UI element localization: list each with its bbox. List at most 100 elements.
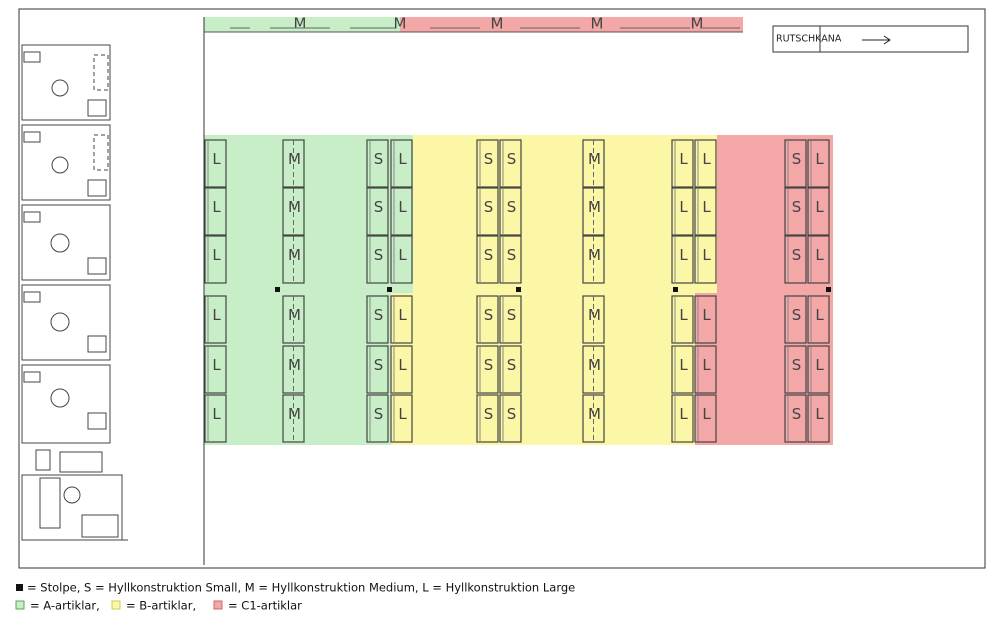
shelf <box>694 394 717 443</box>
shelf-label: L <box>679 198 688 216</box>
shelf <box>499 345 522 394</box>
shelf <box>784 345 807 394</box>
shelf <box>671 295 694 344</box>
shelf <box>476 345 499 394</box>
shelf-label: M <box>288 198 301 216</box>
shelf <box>366 139 389 188</box>
shelf-label: S <box>374 198 384 216</box>
shelf-label: M <box>288 150 301 168</box>
shelf-label: S <box>792 198 802 216</box>
shelf <box>499 394 522 443</box>
shelf-label: M <box>288 405 301 423</box>
legend-post <box>16 584 23 591</box>
shelf-label: S <box>374 246 384 264</box>
shelf <box>476 394 499 443</box>
shelf <box>784 394 807 443</box>
shelf <box>671 394 694 443</box>
post <box>516 287 521 292</box>
shelf-label: L <box>702 150 711 168</box>
shelf-label: L <box>398 198 407 216</box>
shelf <box>784 187 807 236</box>
shelf <box>694 295 717 344</box>
legend-text: = A-artiklar, <box>30 599 100 613</box>
shelf <box>476 187 499 236</box>
zone-a <box>204 135 413 445</box>
shelf <box>390 139 413 188</box>
shelf <box>204 394 227 443</box>
shelf-label: L <box>702 306 711 324</box>
shelf <box>499 187 522 236</box>
shelf-label: L <box>212 405 221 423</box>
shelf <box>499 235 522 284</box>
shelf-label: S <box>792 405 802 423</box>
shelf-label: S <box>507 150 517 168</box>
shelf-label: L <box>815 306 824 324</box>
shelf <box>807 235 830 284</box>
shelf <box>807 295 830 344</box>
legend-swatch <box>213 600 223 610</box>
chute-box <box>772 25 969 53</box>
shelf <box>390 187 413 236</box>
shelf-label: S <box>374 405 384 423</box>
shelf <box>694 345 717 394</box>
shelf-label: S <box>374 306 384 324</box>
shelf-label: L <box>212 198 221 216</box>
shelf <box>694 235 717 284</box>
shelf <box>476 139 499 188</box>
shelf <box>476 235 499 284</box>
shelf-label: L <box>398 356 407 374</box>
post <box>387 287 392 292</box>
shelf <box>476 295 499 344</box>
strip-label: M <box>294 15 307 33</box>
shelf <box>366 235 389 284</box>
shelf-label: L <box>679 356 688 374</box>
shelf <box>366 295 389 344</box>
shelf-label: M <box>288 246 301 264</box>
shelf-label: S <box>507 246 517 264</box>
post <box>275 287 280 292</box>
shelf-label: M <box>588 306 601 324</box>
shelf <box>499 139 522 188</box>
shelf-label: L <box>815 198 824 216</box>
shelf <box>807 139 830 188</box>
shelf <box>499 295 522 344</box>
shelf <box>390 235 413 284</box>
zones <box>204 17 833 445</box>
shelf-label: M <box>288 356 301 374</box>
shelf <box>366 187 389 236</box>
shelf-label: M <box>288 306 301 324</box>
shelf-label: S <box>374 150 384 168</box>
strip-label: M <box>491 15 504 33</box>
shelf <box>366 394 389 443</box>
shelf-label: S <box>484 405 494 423</box>
shelf-label: S <box>792 306 802 324</box>
shelf-label: L <box>679 246 688 264</box>
shelf <box>390 345 413 394</box>
shelf <box>671 139 694 188</box>
shelf-label: L <box>398 246 407 264</box>
shelf-label: L <box>398 306 407 324</box>
shelf-label: S <box>507 356 517 374</box>
shelf <box>204 235 227 284</box>
shelf-label: S <box>507 405 517 423</box>
shelf <box>204 139 227 188</box>
shelf <box>807 345 830 394</box>
shelf <box>671 345 694 394</box>
shelf-label: L <box>212 356 221 374</box>
strip-label: M <box>394 15 407 33</box>
chute-label: RUTSCHKANA <box>776 34 842 45</box>
shelf <box>671 187 694 236</box>
shelf-label: S <box>484 198 494 216</box>
shelf-label: S <box>374 356 384 374</box>
shelf-label: L <box>815 405 824 423</box>
legend-text: = B-artiklar, <box>126 599 196 613</box>
shelf-label: L <box>702 356 711 374</box>
shelf <box>784 235 807 284</box>
legend-swatch <box>111 600 121 610</box>
office-area <box>21 44 128 541</box>
shelf-label: L <box>398 405 407 423</box>
shelf <box>671 235 694 284</box>
shelf <box>694 187 717 236</box>
shelf-label: L <box>212 150 221 168</box>
